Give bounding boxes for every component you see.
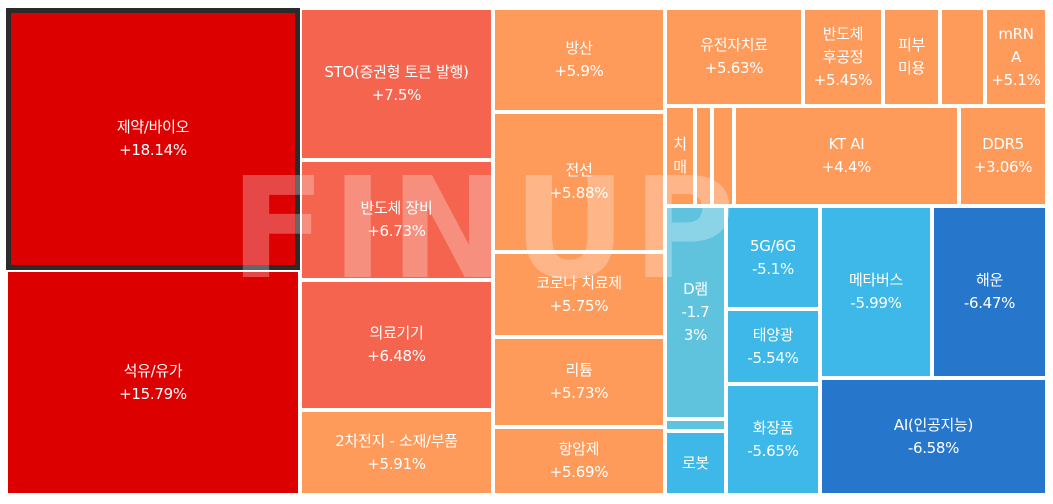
sector-name: 전선 (565, 161, 593, 179)
sector-tile[interactable]: 유전자치료 +5.63% (665, 8, 803, 106)
sector-name: 반도체 후공정 (822, 24, 864, 66)
sector-name: 리튬 (565, 361, 593, 379)
sector-tile[interactable]: 반도체 후공정 +5.45% (803, 8, 883, 106)
sector-name: KT AI (828, 135, 865, 153)
sector-tile[interactable]: 화장품 -5.65% (726, 384, 820, 495)
sector-change: +5.45% (813, 70, 873, 89)
sector-tile[interactable]: 리튬 +5.73% (493, 337, 665, 427)
sector-name: 2차전지 - 소재/부품 (335, 431, 458, 450)
sector-change: +5.88% (549, 184, 609, 202)
sector-name: 방산 (565, 39, 593, 57)
sector-change: -5.65% (747, 441, 799, 460)
sector-name: 유전자치료 (700, 36, 768, 54)
sector-change: -6.47% (963, 294, 1016, 312)
sector-tile[interactable]: 제약/바이오 +18.14% (6, 8, 300, 270)
sector-tile[interactable]: 항암제 +5.69% (493, 427, 665, 495)
sector-change: +5.73% (549, 384, 609, 402)
sector-change: +5.1% (991, 70, 1041, 89)
sector-name: mRN A (998, 24, 1034, 66)
sector-tile[interactable]: 태양광 -5.54% (726, 309, 820, 384)
sector-tile[interactable]: AI(인공지능) -6.58% (820, 378, 1047, 495)
sector-tile[interactable]: mRN A +5.1% (985, 8, 1047, 106)
sector-tile[interactable]: 피부 미용 (883, 8, 940, 106)
sector-change: +3.06% (973, 158, 1033, 176)
sector-change: -5.54% (747, 348, 799, 367)
sector-name: 제약/바이오 (116, 118, 190, 136)
sector-name: AI(인공지능) (893, 415, 974, 434)
sector-change: -5.1% (751, 259, 795, 278)
sector-change: +4.4% (821, 158, 872, 176)
sector-change: +6.73% (367, 222, 426, 240)
sector-tile[interactable] (665, 419, 726, 431)
sector-name: DDR5 (982, 135, 1024, 153)
sector-tile[interactable]: DDR5 +3.06% (959, 106, 1047, 206)
sector-name: 석유/유가 (123, 361, 183, 380)
sector-tile[interactable]: 메타버스 -5.99% (820, 206, 932, 378)
sector-tile[interactable]: 코로나 치료제 +5.75% (493, 252, 665, 337)
sector-change: +15.79% (119, 384, 187, 403)
sector-change: -6.58% (907, 438, 960, 457)
sector-change: +7.5% (371, 86, 422, 104)
sector-tile[interactable]: 해운 -6.47% (932, 206, 1047, 378)
sector-name: 5G/6G (750, 236, 796, 255)
sector-tile[interactable] (695, 106, 712, 206)
sector-tile[interactable] (712, 106, 734, 206)
sector-name: 항암제 (558, 440, 600, 458)
sector-tile[interactable] (940, 8, 985, 106)
sector-tile[interactable]: 2차전지 - 소재/부품 +5.91% (300, 410, 493, 495)
sector-name: 코로나 치료제 (536, 273, 622, 292)
sector-tile[interactable]: 석유/유가 +15.79% (6, 270, 300, 495)
sector-change: +5.69% (549, 463, 609, 481)
sector-tile[interactable]: 5G/6G -5.1% (726, 206, 820, 309)
sector-tile[interactable]: 반도체 장비 +6.73% (300, 160, 493, 280)
sector-tile[interactable]: KT AI +4.4% (734, 106, 959, 206)
sector-name: 태양광 (752, 325, 794, 344)
sector-name: 의료기기 (369, 324, 424, 342)
sector-change: -5.99% (850, 294, 902, 312)
sector-tile[interactable]: 방산 +5.9% (493, 8, 665, 112)
sector-change: +6.48% (367, 347, 426, 365)
sector-tile[interactable]: STO(증권형 토큰 발행) +7.5% (300, 8, 493, 160)
sector-name: 해운 (975, 271, 1003, 289)
sector-name: D램 (683, 280, 708, 298)
sector-name: STO(증권형 토큰 발행) (324, 63, 469, 81)
sector-change: +5.9% (554, 62, 604, 80)
sector-name: 화장품 (752, 418, 794, 437)
sector-tile[interactable]: 전선 +5.88% (493, 112, 665, 252)
sector-name: 메타버스 (848, 271, 903, 289)
sector-change: -1.7 3% (681, 303, 710, 344)
sector-change: +5.63% (704, 59, 764, 77)
sector-name: 로봇 (681, 453, 709, 472)
sector-tile[interactable]: 로봇 (665, 431, 726, 495)
sector-change: +18.14% (119, 141, 187, 159)
sector-tile[interactable]: 의료기기 +6.48% (300, 280, 493, 410)
sector-name: 반도체 장비 (360, 199, 433, 217)
sector-change: +5.75% (549, 296, 609, 315)
sector-change: +5.91% (367, 454, 426, 473)
sector-name: 피부 미용 (897, 36, 925, 77)
sector-tile[interactable]: D램 -1.7 3% (665, 206, 726, 419)
